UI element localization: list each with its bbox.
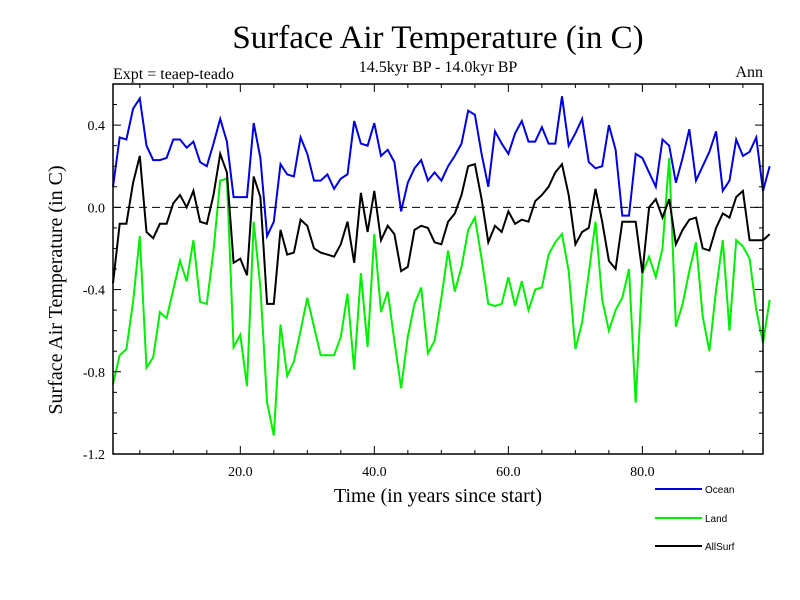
x-axis-label: Time (in years since start) [334, 485, 542, 507]
legend: Ocean Land AllSurf [655, 485, 735, 553]
legend-label-land: Land [705, 514, 727, 525]
y-tick-label: 0.0 [88, 201, 106, 216]
chart-title: Surface Air Temperature (in C) [232, 20, 643, 56]
y-tick-label: -1.2 [83, 448, 105, 463]
legend-label-ocean: Ocean [705, 485, 734, 496]
experiment-note: Expt = teaep-teado [113, 66, 234, 83]
y-tick-label: -0.4 [83, 284, 105, 299]
legend-label-allsurf: AllSurf [705, 542, 735, 553]
y-tick-label: 0.4 [88, 119, 106, 134]
series-line-ocean [112, 95, 771, 240]
x-tick-label: 80.0 [630, 465, 655, 480]
y-axis-label: Surface Air Temperature (in C) [45, 165, 67, 414]
y-tick-label: -0.8 [83, 366, 105, 381]
series-line-allsurf [112, 149, 771, 305]
period-note: Ann [735, 64, 763, 81]
x-tick-label: 20.0 [228, 465, 253, 480]
chart-subtitle: 14.5kyr BP - 14.0kyr BP [359, 59, 518, 76]
x-tick-label: 60.0 [496, 465, 521, 480]
x-tick-label: 40.0 [362, 465, 387, 480]
series-line-land [112, 157, 771, 436]
plot-area: 20.0 40.0 60.0 80.0 -1.2 -0.8 -0.4 0.0 0.4 [83, 83, 771, 480]
